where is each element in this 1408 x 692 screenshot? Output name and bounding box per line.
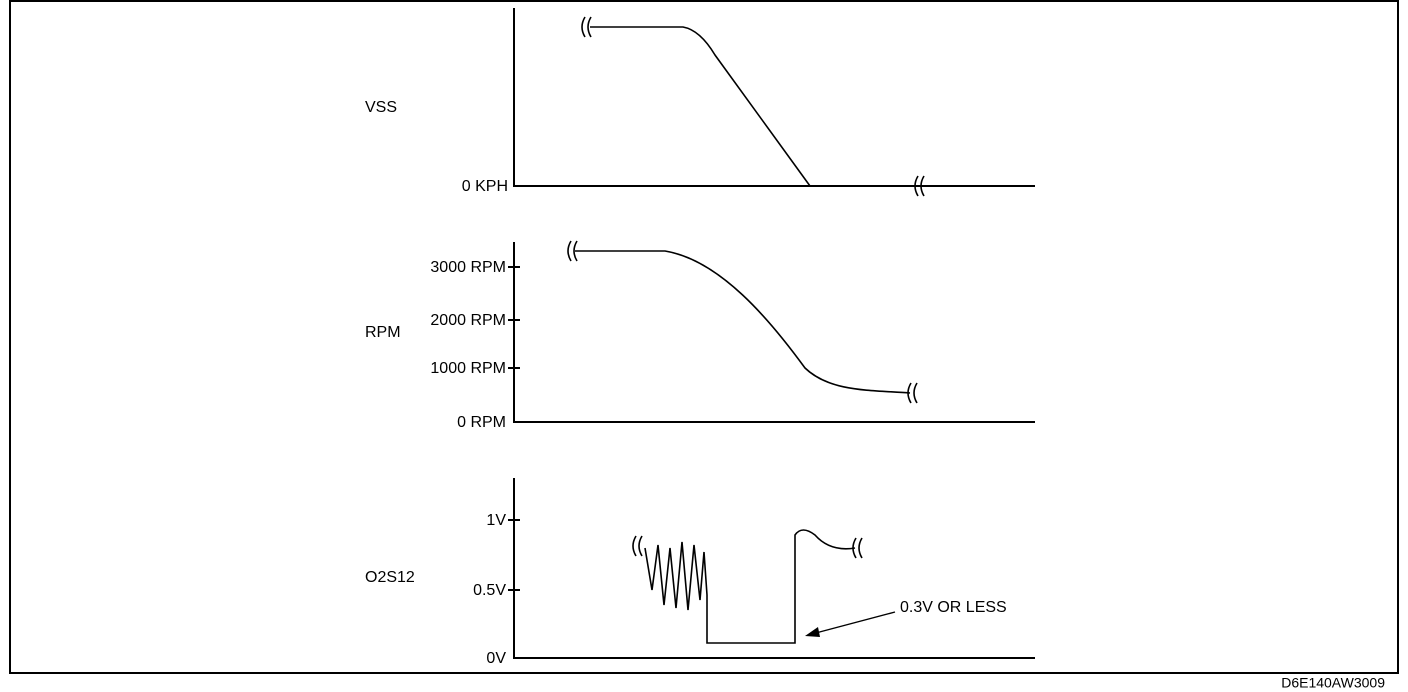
tick-marks [508, 266, 520, 369]
panel-label: RPM [365, 324, 401, 341]
break-mark [914, 175, 925, 197]
break-mark [852, 537, 863, 559]
arrow-head [805, 627, 820, 637]
axes [513, 478, 1035, 659]
waveform [644, 529, 856, 644]
tick-label: 0V [486, 650, 506, 667]
annotation: 0.3V OR LESS [900, 599, 1007, 616]
figure-id: D6E140AW3009 [1281, 675, 1385, 691]
o2s-panel: 0.3V OR LESS O2S12 1V 0.5V 0V [365, 478, 1035, 667]
waveform [575, 250, 911, 394]
break-mark [581, 16, 592, 38]
tick-marks [508, 519, 520, 591]
tick-label: 0.5V [473, 582, 506, 599]
axes [513, 242, 1035, 423]
arrow [811, 611, 896, 635]
break-mark [632, 535, 643, 557]
tick-label: 2000 RPM [430, 312, 506, 329]
panel-label: VSS [365, 99, 397, 116]
waveform [590, 26, 811, 187]
tick-label: 0 RPM [457, 414, 506, 431]
break-mark [907, 382, 918, 404]
tick-label: 3000 RPM [430, 259, 506, 276]
panel-label: O2S12 [365, 569, 415, 586]
axes [513, 8, 1035, 187]
vss-panel: VSS 0 KPH [365, 8, 1035, 197]
tick-label: 1V [486, 512, 506, 529]
tick-label: 0 KPH [462, 178, 508, 195]
rpm-panel: RPM 3000 RPM 2000 RPM 1000 RPM 0 RPM [365, 240, 1035, 431]
tick-label: 1000 RPM [430, 360, 506, 377]
break-mark [567, 240, 578, 262]
frame [9, 0, 1399, 674]
